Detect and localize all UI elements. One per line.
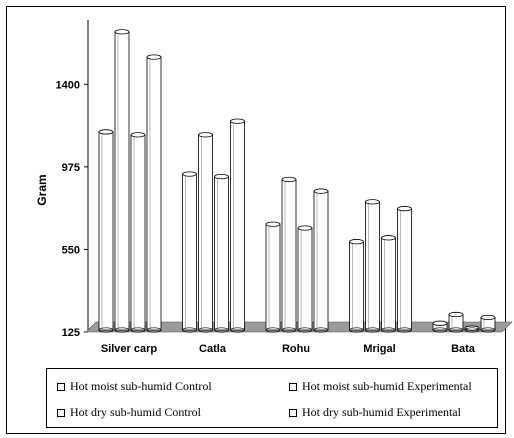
bar-top <box>381 235 396 241</box>
bar-base <box>464 327 480 333</box>
bar-top <box>230 118 245 124</box>
bar-base <box>365 327 380 333</box>
bar <box>214 176 229 331</box>
bar-base <box>130 327 146 333</box>
bar <box>297 227 313 331</box>
y-axis-label: Gram <box>35 174 49 205</box>
legend-item-hot-dry-control: Hot dry sub-humid Control <box>57 405 201 420</box>
bar-top <box>198 132 213 138</box>
bar-top <box>182 171 197 177</box>
bar-top <box>265 221 281 227</box>
bar-top <box>214 173 229 180</box>
bar <box>397 208 412 331</box>
bar-base <box>448 327 464 333</box>
bar-top <box>146 54 162 60</box>
x-tick-label: Mrigal <box>363 343 395 355</box>
bar <box>281 179 297 331</box>
bar-base <box>146 327 162 333</box>
x-tick-label: Rohu <box>282 343 310 355</box>
bar-top <box>281 176 297 183</box>
bar-top <box>349 239 364 245</box>
legend-item-hot-moist-control: Hot moist sub-humid Control <box>57 379 212 394</box>
y-tick-label: 975 <box>62 162 80 174</box>
bar-base <box>230 327 245 333</box>
bar <box>230 120 245 331</box>
bar-top <box>365 199 380 205</box>
bar-base <box>397 327 412 333</box>
bar-base <box>281 327 297 333</box>
chart-frame <box>6 6 506 434</box>
legend-swatch <box>57 382 65 391</box>
bar-top <box>313 188 329 194</box>
bar-top <box>130 132 146 138</box>
bar-top <box>98 129 114 135</box>
y-tick-label: 550 <box>62 244 80 256</box>
legend-swatch <box>57 408 65 417</box>
bar-base <box>480 327 496 333</box>
bar-base <box>349 327 364 333</box>
bar <box>349 241 364 331</box>
legend-label: Hot dry sub-humid Control <box>70 405 201 419</box>
legend-label: Hot moist sub-humid Experimental <box>302 379 472 393</box>
legend-item-hot-dry-experimental: Hot dry sub-humid Experimental <box>289 405 461 420</box>
bar-top <box>464 325 480 331</box>
bar-base <box>198 327 213 333</box>
bar-base <box>98 327 114 333</box>
bar <box>182 173 197 331</box>
bar <box>98 131 114 331</box>
y-tick-label: 1400 <box>56 79 80 91</box>
bar-base <box>214 327 229 333</box>
legend-item-hot-moist-experimental: Hot moist sub-humid Experimental <box>289 379 472 394</box>
legend: Hot moist sub-humid Control Hot moist su… <box>46 368 498 428</box>
bar <box>381 237 396 331</box>
legend-label: Hot dry sub-humid Experimental <box>302 405 461 419</box>
x-tick-label: Silver carp <box>101 343 158 355</box>
y-tick-label: 125 <box>62 327 80 339</box>
bar <box>313 190 329 331</box>
bar-top <box>114 29 130 35</box>
x-tick-label: Catla <box>199 343 227 355</box>
legend-swatch <box>289 382 297 391</box>
bar-base <box>432 327 448 333</box>
bar-top <box>432 320 448 326</box>
bar-top <box>448 311 464 318</box>
x-tick-label: Bata <box>451 343 476 355</box>
bar-base <box>182 327 197 333</box>
bar <box>198 134 213 331</box>
bar-base <box>297 327 313 333</box>
bar-top <box>297 225 313 231</box>
bar <box>130 134 146 331</box>
bar-base <box>313 327 329 333</box>
bar-base <box>381 327 396 333</box>
bar <box>146 56 162 331</box>
bar <box>265 223 281 331</box>
bar <box>365 201 380 331</box>
legend-swatch <box>289 408 297 417</box>
legend-label: Hot moist sub-humid Control <box>70 379 212 393</box>
bar-base <box>114 327 130 333</box>
bar-top <box>397 206 412 212</box>
bar-top <box>480 314 496 321</box>
bar-base <box>265 327 281 333</box>
bar <box>114 31 130 331</box>
